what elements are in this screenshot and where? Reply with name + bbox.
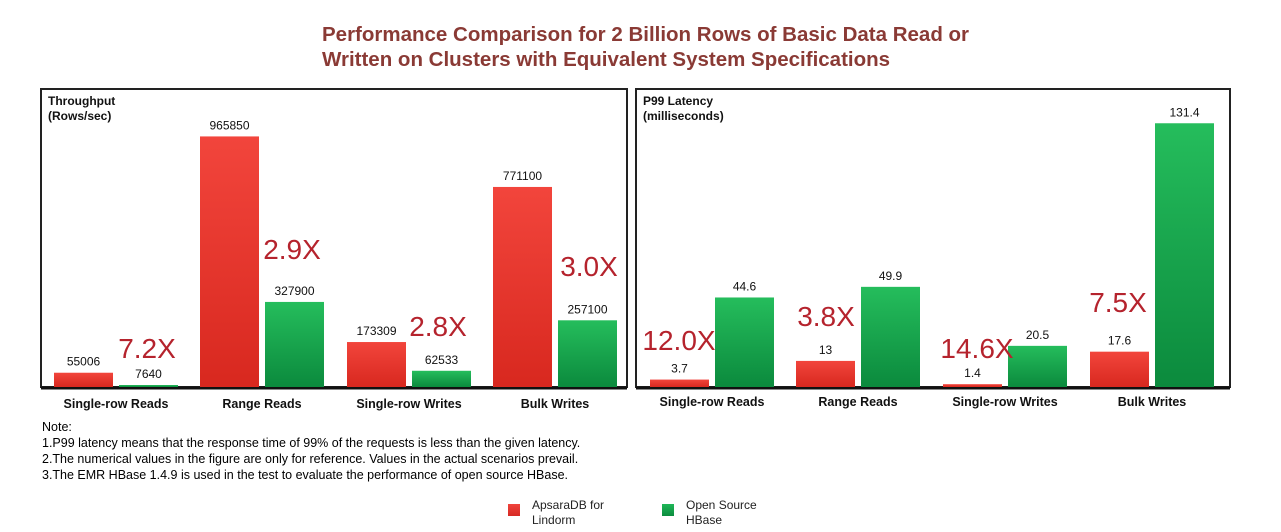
chart-2-category-label-1: Single-row Reads — [660, 395, 765, 409]
chart-1-bar-lindorm-2 — [200, 136, 259, 387]
chart-1-ylabel-line-1: Throughput — [48, 94, 115, 108]
chart-2-ratio-label-3: 14.6X — [940, 333, 1013, 364]
chart-1-bar-hbase-2 — [265, 301, 324, 387]
chart-2-bar-lindorm-3 — [943, 384, 1002, 387]
legend-label-hbase-line-1: Open Source — [686, 498, 757, 512]
chart-1-category-label-4: Bulk Writes — [521, 397, 590, 411]
chart-1-bar-lindorm-3 — [347, 342, 406, 387]
notes-block: Note: 1.P99 latency means that the respo… — [42, 419, 580, 483]
chart-2-data-label-lindorm-4: 17.6 — [1108, 334, 1132, 348]
chart-2-data-label-hbase-2: 49.9 — [879, 269, 903, 283]
chart-1-data-label-lindorm-3: 173309 — [356, 324, 396, 338]
note-1: 1.P99 latency means that the response ti… — [42, 436, 581, 450]
chart-1-bar-hbase-1 — [119, 385, 178, 387]
chart-2-ylabel-line-1: P99 Latency — [643, 94, 713, 108]
chart-1-ylabel-line-2: (Rows/sec) — [48, 109, 111, 123]
chart-1-ratio-label-1: 7.2X — [118, 333, 176, 364]
chart-1-ratio-label-2: 2.9X — [263, 234, 321, 265]
chart-2-data-label-lindorm-2: 13 — [819, 343, 833, 357]
chart-1-data-label-lindorm-1: 55006 — [67, 355, 101, 369]
chart-title-line-2: Written on Clusters with Equivalent Syst… — [322, 48, 891, 71]
legend-swatch-lindorm — [508, 504, 520, 516]
legend-label-lindorm: ApsaraDB for Lindorm — [532, 498, 604, 528]
chart-2: P99 Latency(milliseconds) 3.7 44.6 Single-r… — [635, 88, 1231, 409]
chart-1-bar-hbase-4 — [558, 320, 617, 387]
chart-2-category-label-3: Single-row Writes — [952, 395, 1057, 409]
chart-1-bar-hbase-3 — [412, 370, 471, 387]
note-3: 3.The EMR HBase 1.4.9 is used in the tes… — [42, 468, 568, 482]
chart-1-ratio-label-3: 2.8X — [409, 311, 467, 342]
chart-1-data-label-hbase-4: 257100 — [567, 302, 607, 316]
chart-1-category-label-1: Single-row Reads — [64, 397, 169, 411]
legend-label-lindorm-line-2: Lindorm — [532, 513, 576, 527]
chart-title-line-1: Performance Comparison for 2 Billion Row… — [322, 23, 970, 46]
legend-item-hbase: Open Source HBase — [662, 498, 757, 528]
chart-2-category-label-2: Range Reads — [818, 395, 897, 409]
chart-2-ratio-label-1: 12.0X — [642, 325, 715, 356]
chart-2-ratio-label-2: 3.8X — [797, 301, 855, 332]
chart-1-data-label-hbase-3: 62533 — [425, 353, 459, 367]
legend-item-lindorm: ApsaraDB for Lindorm — [508, 498, 604, 528]
legend-label-lindorm-line-1: ApsaraDB for — [532, 498, 605, 512]
chart-2-bar-lindorm-2 — [796, 360, 855, 387]
chart-2-bar-lindorm-1 — [650, 379, 709, 387]
chart-1-data-label-lindorm-4: 771100 — [503, 169, 542, 183]
chart-2-bar-hbase-4 — [1155, 123, 1214, 388]
chart-1-data-label-hbase-2: 327900 — [274, 284, 314, 298]
chart-1-bar-lindorm-1 — [54, 372, 113, 387]
chart-2-data-label-hbase-3: 20.5 — [1026, 328, 1050, 342]
chart-2-bar-hbase-1 — [715, 297, 774, 387]
chart-2-data-label-lindorm-3: 1.4 — [964, 366, 981, 380]
chart-1: Throughput(Rows/sec) 55006 7640 Single-row … — [40, 88, 628, 411]
chart-1-ratio-label-4: 3.0X — [560, 251, 618, 282]
chart-title: Performance Comparison for 2 Billion Row… — [322, 22, 1042, 72]
chart-2-data-label-hbase-1: 44.6 — [733, 279, 757, 293]
chart-1-bar-lindorm-4 — [493, 186, 552, 387]
legend-label-hbase-line-2: HBase — [686, 513, 723, 527]
legend-label-hbase: Open Source HBase — [686, 498, 757, 528]
chart-1-category-label-2: Range Reads — [222, 397, 301, 411]
chart-2-ratio-label-4: 7.5X — [1089, 287, 1147, 318]
chart-1-data-label-lindorm-2: 965850 — [209, 118, 249, 132]
chart-2-data-label-lindorm-1: 3.7 — [671, 362, 688, 376]
chart-2-category-label-4: Bulk Writes — [1118, 395, 1187, 409]
chart-1-data-label-hbase-1: 7640 — [135, 367, 162, 381]
chart-2-ylabel-line-2: (milliseconds) — [643, 109, 724, 123]
chart-2-bar-lindorm-4 — [1090, 351, 1149, 387]
chart-2-bar-hbase-3 — [1008, 345, 1067, 387]
legend-swatch-hbase — [662, 504, 674, 516]
chart-1-category-label-3: Single-row Writes — [356, 397, 461, 411]
chart-2-data-label-hbase-4: 131.4 — [1169, 105, 1199, 119]
chart-2-bar-hbase-2 — [861, 286, 920, 387]
note-2: 2.The numerical values in the figure are… — [42, 452, 579, 466]
note-heading: Note: — [42, 420, 72, 434]
